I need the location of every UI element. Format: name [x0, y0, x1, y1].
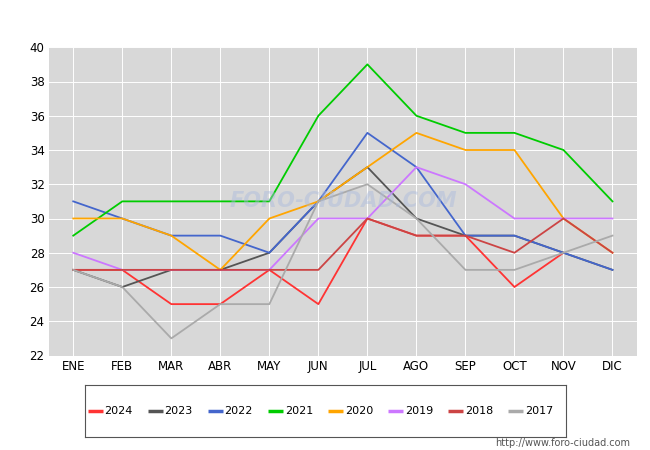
Text: 2023: 2023 [164, 405, 192, 416]
Text: FORO-CIUDAD.COM: FORO-CIUDAD.COM [229, 191, 457, 212]
Text: 2020: 2020 [345, 405, 373, 416]
Text: 2021: 2021 [285, 405, 313, 416]
Text: 2019: 2019 [405, 405, 433, 416]
Text: 2017: 2017 [525, 405, 553, 416]
Text: 2018: 2018 [465, 405, 493, 416]
Text: http://www.foro-ciudad.com: http://www.foro-ciudad.com [495, 438, 630, 448]
Text: 2022: 2022 [225, 405, 253, 416]
Text: 2024: 2024 [105, 405, 133, 416]
Text: Afiliados en Muelas de los Caballeros a 30/11/2024: Afiliados en Muelas de los Caballeros a … [130, 12, 520, 27]
